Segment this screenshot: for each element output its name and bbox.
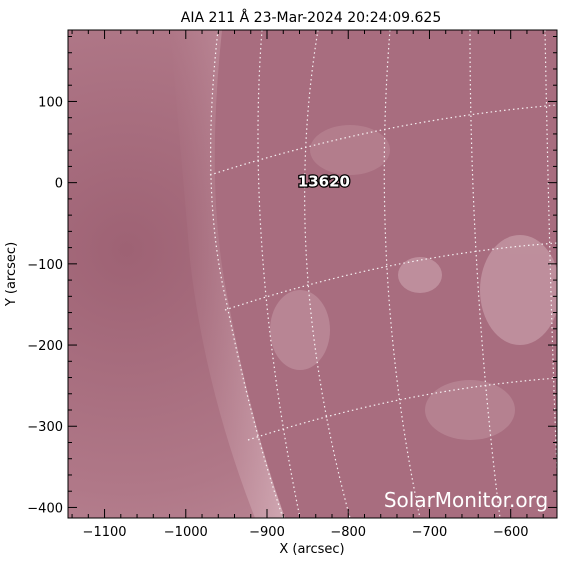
y-tick-label: 100 [38, 95, 63, 110]
longitude-line [383, 30, 421, 518]
plot-frame [67, 29, 558, 519]
y-axis-ticks: 100 0 −100 −200 −300 −400 [27, 35, 557, 516]
limb-brightening [170, 30, 285, 518]
x-tick-label: −600 [493, 525, 529, 540]
x-tick-label: −700 [412, 525, 448, 540]
y-tick-label: −200 [27, 339, 63, 354]
y-tick-label: −300 [27, 420, 63, 435]
y-tick-label: 0 [55, 177, 63, 192]
watermark: SolarMonitor.org [384, 488, 548, 512]
x-tick-label: −900 [249, 525, 285, 540]
longitude-line [469, 30, 501, 518]
latitude-line [224, 242, 557, 311]
solar-image [68, 30, 557, 518]
image-title: AIA 211 Å 23-Mar-2024 20:24:09.625 [181, 9, 442, 26]
active-region-brightening [270, 125, 557, 440]
heliographic-grid [209, 30, 557, 518]
y-tick-label: −100 [27, 258, 63, 273]
x-axis-label: X (arcsec) [279, 542, 344, 557]
y-tick-label: −400 [27, 501, 63, 516]
x-tick-label: −1100 [83, 525, 127, 540]
limb-circle [210, 30, 284, 518]
active-region-label: 13620 [298, 173, 350, 191]
x-axis-ticks: −1100 −1000 −900 −800 −700 −600 [71, 30, 544, 540]
y-axis-label: Y (arcsec) [4, 242, 19, 307]
longitude-line [304, 30, 351, 518]
latitude-line [247, 377, 557, 441]
x-tick-label: −800 [330, 525, 366, 540]
x-tick-label: −1000 [164, 525, 208, 540]
longitude-line [544, 30, 557, 471]
